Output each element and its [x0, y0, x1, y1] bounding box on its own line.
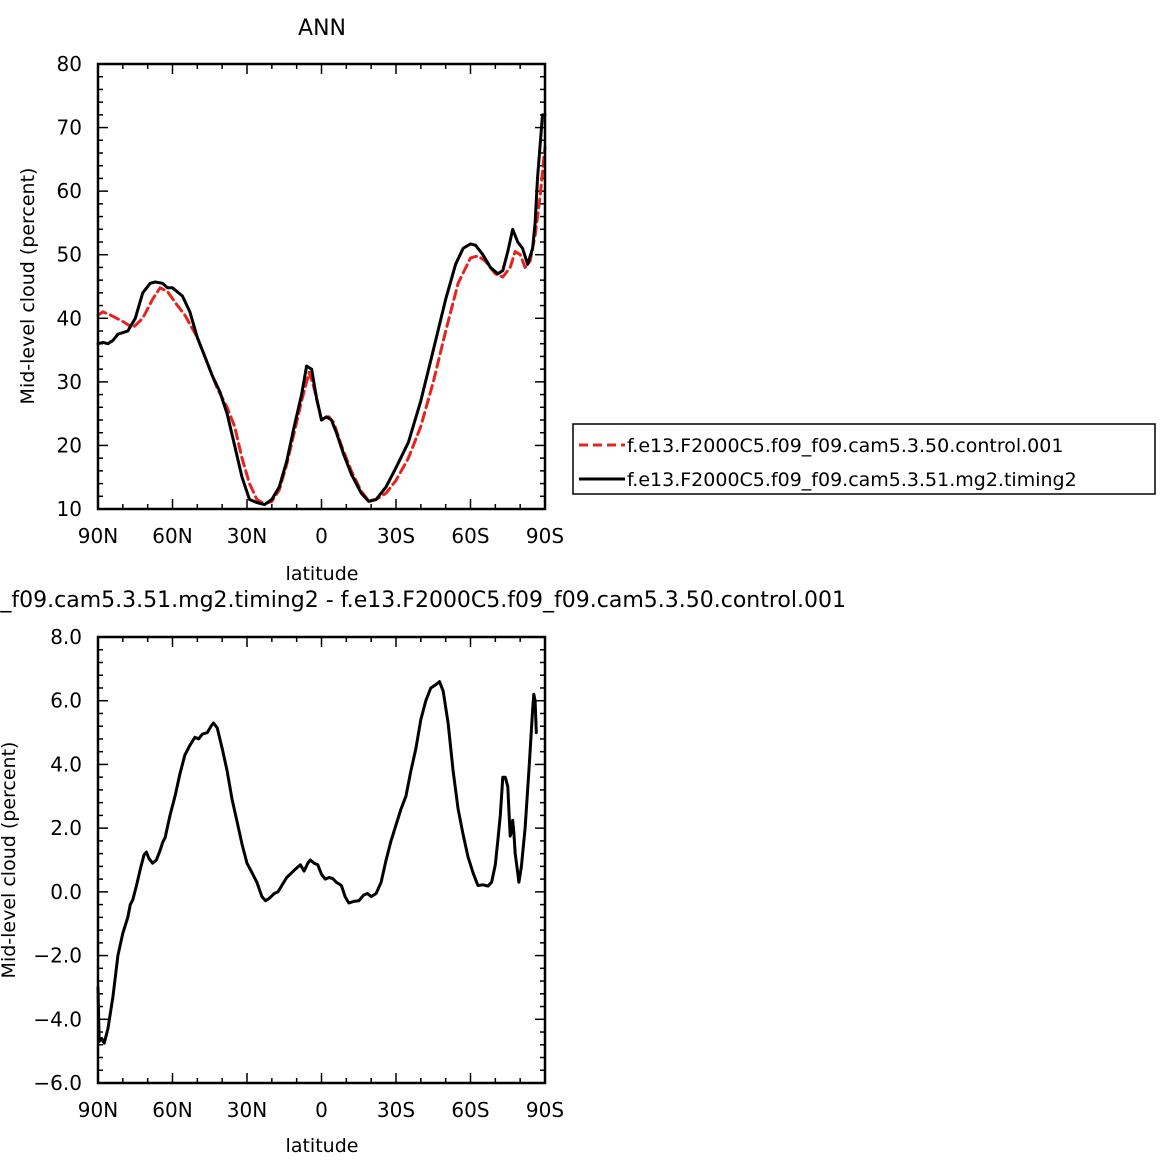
bottom-chart-title: f.e13.F2000C5.f09_f09.cam5.3.51.mg2.timi…	[0, 588, 846, 613]
y-tick-label: −2.0	[33, 944, 82, 968]
top-plot-frame	[96, 62, 547, 511]
x-tick-label: 30N	[227, 1098, 267, 1122]
x-tick-label: 90N	[78, 524, 118, 548]
panel-top: ANN Mid-level cloud (percent) latitude 9…	[17, 16, 564, 585]
x-tick-label: 90N	[78, 1098, 118, 1122]
x-tick-label: 60S	[451, 1098, 489, 1122]
x-tick-label: 30N	[227, 524, 267, 548]
panel-bottom: f.e13.F2000C5.f09_f09.cam5.3.51.mg2.timi…	[0, 588, 846, 1157]
y-tick-label: −4.0	[33, 1007, 82, 1031]
bottom-y-axis-label: Mid-level cloud (percent)	[0, 742, 20, 979]
legend-label-control: f.e13.F2000C5.f09_f09.cam5.3.50.control.…	[627, 435, 1063, 457]
top-x-axis-label: latitude	[286, 563, 359, 585]
y-tick-label: 80	[57, 52, 82, 76]
y-tick-label: 6.0	[50, 689, 82, 713]
top-chart-title: ANN	[298, 16, 346, 41]
y-tick-label: 10	[57, 497, 82, 521]
y-tick-label: 70	[57, 116, 82, 140]
y-tick-label: 4.0	[50, 752, 82, 776]
legend: f.e13.F2000C5.f09_f09.cam5.3.50.control.…	[572, 423, 1156, 495]
x-tick-label: 60N	[152, 524, 192, 548]
y-tick-label: 8.0	[50, 625, 82, 649]
x-tick-label: 0	[315, 1098, 328, 1122]
y-tick-label: −6.0	[33, 1071, 82, 1095]
x-tick-label: 0	[315, 524, 328, 548]
y-tick-label: 0.0	[50, 880, 82, 904]
bottom-tick-labels: 90N 60N 30N 0 30S 60S 90S −6.0 −4.0 −2.0 0.0 2.0 4.0…	[33, 625, 564, 1122]
bottom-series-line-0	[96, 680, 538, 1045]
bottom-plot-frame	[96, 635, 547, 1085]
top-y-axis-label: Mid-level cloud (percent)	[17, 168, 39, 405]
y-tick-label: 40	[57, 306, 82, 330]
x-tick-label: 90S	[526, 1098, 564, 1122]
top-tick-labels: 90N 60N 30N 0 30S 60S 90S 10 20 30 40 50 60 70 80	[57, 52, 565, 548]
top-series-line-0	[96, 145, 547, 506]
y-tick-label: 60	[57, 179, 82, 203]
bottom-x-axis-label: latitude	[286, 1135, 359, 1157]
y-tick-label: 2.0	[50, 816, 82, 840]
legend-label-timing2: f.e13.F2000C5.f09_f09.cam5.3.51.mg2.timi…	[627, 469, 1077, 491]
y-tick-label: 30	[57, 370, 82, 394]
top-series-line-1	[96, 113, 547, 507]
x-tick-label: 90S	[526, 524, 564, 548]
bottom-axis-ticks	[97, 636, 546, 1084]
x-tick-label: 30S	[377, 1098, 415, 1122]
y-tick-label: 50	[57, 243, 82, 267]
x-tick-label: 60N	[152, 1098, 192, 1122]
top-plot-series	[96, 113, 547, 507]
legend-box	[572, 423, 1156, 495]
x-tick-label: 60S	[451, 524, 489, 548]
y-tick-label: 20	[57, 433, 82, 457]
bottom-plot-series	[96, 680, 538, 1045]
x-tick-label: 30S	[377, 524, 415, 548]
